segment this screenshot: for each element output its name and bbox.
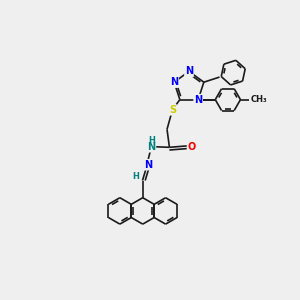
Text: N: N [147,142,155,152]
Text: N: N [185,66,193,76]
Text: O: O [188,142,196,152]
Text: N: N [170,77,178,87]
Text: H: H [133,172,140,181]
Text: H: H [148,136,155,145]
Text: N: N [144,160,152,170]
Text: CH₃: CH₃ [250,95,267,104]
Text: S: S [169,105,176,115]
Text: N: N [194,94,202,105]
